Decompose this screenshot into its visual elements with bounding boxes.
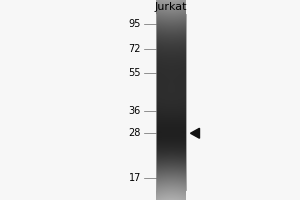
Text: 72: 72 [128, 44, 141, 54]
Text: 28: 28 [129, 128, 141, 138]
Polygon shape [190, 128, 200, 138]
Text: 55: 55 [128, 68, 141, 78]
Text: Jurkat: Jurkat [155, 2, 187, 12]
Text: 36: 36 [129, 106, 141, 116]
Text: 95: 95 [129, 19, 141, 29]
Text: 17: 17 [129, 173, 141, 183]
